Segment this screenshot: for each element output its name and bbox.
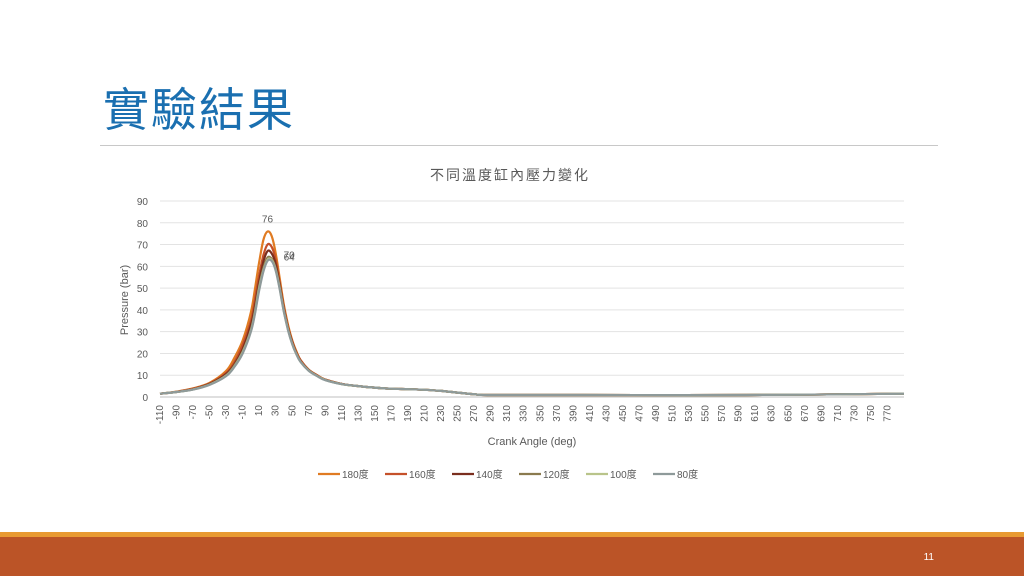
x-tick-label: 710: [833, 405, 844, 422]
y-tick-label: 60: [137, 262, 149, 273]
x-tick-label: 750: [866, 405, 877, 422]
y-tick-label: 10: [137, 371, 149, 382]
x-tick-label: 330: [519, 405, 530, 422]
legend-label: 180度: [342, 468, 369, 481]
x-tick-label: 310: [502, 405, 513, 422]
footer-band: [0, 537, 1024, 576]
series-line: [159, 258, 905, 397]
x-tick-label: 370: [552, 405, 563, 422]
x-tick-label: -10: [238, 405, 249, 420]
title-divider: [100, 145, 938, 146]
peak-data-label: 70: [284, 250, 296, 261]
y-tick-label: 0: [142, 393, 148, 404]
x-tick-label: 130: [353, 405, 364, 422]
x-tick-label: 150: [370, 405, 381, 422]
legend-label: 100度: [610, 468, 637, 481]
legend-label: 80度: [677, 468, 698, 481]
x-tick-label: 670: [800, 405, 811, 422]
y-tick-label: 90: [137, 197, 149, 208]
x-tick-label: 250: [453, 405, 464, 422]
x-tick-label: 510: [668, 405, 679, 422]
chart-title: 不同溫度缸內壓力變化: [430, 167, 590, 183]
x-tick-label: 550: [701, 405, 712, 422]
y-tick-label: 80: [137, 219, 149, 230]
series-line: [159, 257, 905, 397]
pressure-line-chart: 不同溫度缸內壓力變化 0 10 20 30 40 50 60 70 80 90 -110 -90 -7…: [119, 167, 905, 481]
x-tick-label: 730: [849, 405, 860, 422]
series-line: [159, 249, 905, 397]
x-tick-label: 230: [436, 405, 447, 422]
x-tick-label: -70: [188, 405, 199, 420]
peak-data-label: 76: [262, 214, 274, 225]
x-tick-label: 70: [304, 405, 315, 417]
page-number: 11: [923, 552, 934, 563]
x-tick-label: 290: [486, 405, 497, 422]
series-line: [159, 230, 905, 397]
peak-data-label: 64: [284, 253, 296, 264]
x-tick-label: 270: [469, 405, 480, 422]
x-tick-label: 610: [750, 405, 761, 422]
x-tick-label: 350: [535, 405, 546, 422]
x-tick-label: 590: [734, 405, 745, 422]
grid-lines: [160, 200, 904, 398]
x-tick-label: 10: [254, 405, 265, 417]
x-tick-label: 650: [783, 405, 794, 422]
x-tick-label: 430: [601, 405, 612, 422]
x-tick-label: 390: [568, 405, 579, 422]
x-tick-label: 170: [386, 405, 397, 422]
x-axis-ticks: -110 -90 -70 -50 -30 -10 10 30 50 70 90 110 130 150 17…: [155, 405, 893, 425]
x-tick-label: 570: [717, 405, 728, 422]
y-axis-ticks: 0 10 20 30 40 50 60 70 80 90: [137, 197, 149, 404]
x-tick-label: -30: [221, 405, 232, 420]
x-tick-label: 450: [618, 405, 629, 422]
x-tick-label: 210: [420, 405, 431, 422]
y-tick-label: 70: [137, 241, 149, 252]
x-tick-label: 530: [684, 405, 695, 422]
x-tick-label: 490: [651, 405, 662, 422]
x-tick-label: 690: [816, 405, 827, 422]
x-tick-label: 410: [585, 405, 596, 422]
x-tick-label: 770: [882, 405, 893, 422]
legend-label: 160度: [409, 468, 436, 481]
y-axis-label: Pressure (bar): [119, 265, 131, 335]
x-tick-label: -50: [205, 405, 216, 420]
x-tick-label: 190: [403, 405, 414, 422]
x-tick-label: 90: [320, 405, 331, 417]
chart-legend: 180度 160度 140度 120度 100度 80度: [318, 468, 698, 481]
legend-label: 140度: [476, 468, 503, 481]
x-tick-label: -90: [172, 405, 183, 420]
y-tick-label: 40: [137, 306, 149, 317]
x-tick-label: 470: [634, 405, 645, 422]
y-tick-label: 50: [137, 284, 149, 295]
x-tick-label: -110: [155, 405, 166, 425]
legend-label: 120度: [543, 468, 570, 481]
series-lines: [159, 230, 905, 397]
x-tick-label: 630: [767, 405, 778, 422]
x-tick-label: 110: [337, 405, 348, 421]
y-tick-label: 30: [137, 328, 149, 339]
x-axis-label: Crank Angle (deg): [488, 436, 577, 448]
y-tick-label: 20: [137, 349, 149, 360]
x-tick-label: 30: [271, 405, 282, 417]
series-line: [159, 255, 905, 397]
x-tick-label: 50: [287, 405, 298, 417]
footer-accent-bar: [0, 532, 1024, 537]
slide-title: 實驗結果: [103, 83, 295, 137]
